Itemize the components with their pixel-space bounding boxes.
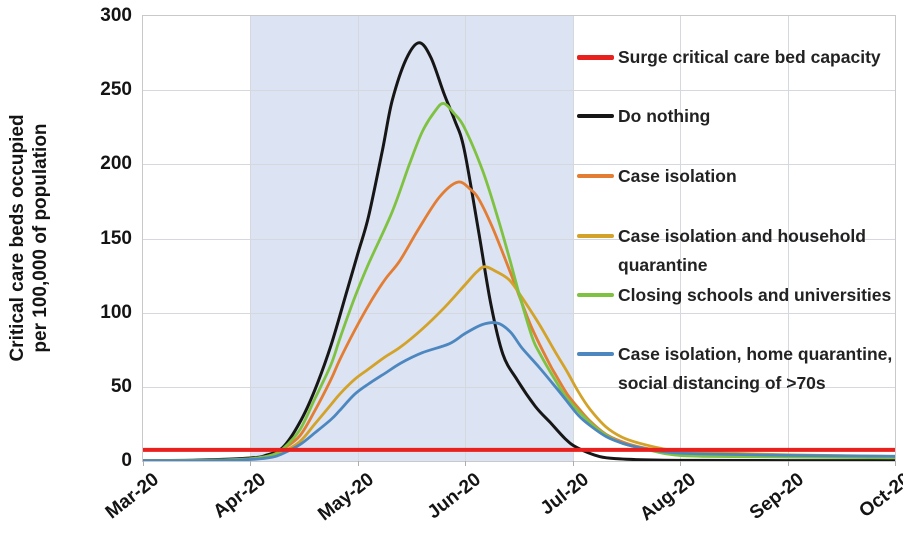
legend-line-swatch	[577, 174, 614, 178]
x-tick-label: Apr-20	[209, 469, 271, 523]
y-tick-label: 150	[100, 227, 132, 249]
x-tick-label: Jul-20	[536, 469, 593, 520]
series-do-nothing	[143, 41, 895, 461]
h-gridline	[143, 164, 895, 166]
legend-line-swatch	[577, 293, 614, 297]
legend-entry-closing-schools-and-universities: Closing schools and universities	[577, 281, 891, 310]
y-tick-label: 250	[100, 79, 132, 101]
y-axis-title: Critical care beds occupied per 100,000 …	[6, 114, 52, 361]
x-tick-mark	[787, 461, 789, 466]
h-gridline	[143, 90, 895, 92]
legend-label: Case isolation and household quarantine	[618, 226, 866, 275]
y-tick-label: 0	[121, 450, 132, 471]
y-axis-title-line1: Critical care beds occupied	[7, 114, 28, 362]
x-tick-label: Aug-20	[636, 469, 701, 526]
x-tick-label: Jun-20	[424, 469, 486, 524]
legend-entry-case-isolation-and-household-quarantine: Case isolation and household quarantine	[577, 222, 866, 280]
legend-line-swatch	[577, 352, 614, 356]
v-gridline	[572, 16, 574, 461]
v-gridline	[680, 16, 682, 461]
x-tick-mark	[143, 461, 144, 466]
x-tick-mark	[465, 461, 467, 466]
x-tick-mark	[895, 461, 896, 466]
legend-line-swatch	[577, 234, 614, 238]
x-tick-label: Mar-20	[101, 469, 163, 524]
series-curves	[143, 41, 895, 461]
legend-entry-surge-critical-care-bed-capacity: Surge critical care bed capacity	[577, 43, 881, 72]
legend-entry-do-nothing: Do nothing	[577, 102, 710, 131]
h-gridline	[143, 386, 895, 388]
series-case-isolation-and-household-quarantine	[143, 265, 895, 461]
legend-entry-case-isolation-home-quarantine-social-distancing-of-70s: Case isolation, home quarantine, social …	[577, 340, 892, 398]
x-tick-label: Sep-20	[745, 469, 808, 524]
y-tick-label: 200	[100, 153, 132, 175]
series-case-isolation-home-quarantine-social-distancing-of-70s	[143, 321, 895, 461]
v-gridline	[787, 16, 789, 461]
h-gridline	[143, 312, 895, 314]
plot-area	[142, 15, 896, 462]
x-tick-mark	[680, 461, 682, 466]
v-gridline	[357, 16, 359, 461]
v-gridline	[465, 16, 467, 461]
legend-label: Case isolation	[618, 166, 737, 186]
legend-entry-case-isolation: Case isolation	[577, 162, 737, 191]
x-tick-label: May-20	[314, 469, 378, 526]
legend-label: Closing schools and universities	[618, 285, 892, 305]
h-gridline	[143, 238, 895, 240]
x-tick-mark	[572, 461, 574, 466]
y-tick-label: 100	[100, 301, 132, 323]
y-tick-label: 50	[110, 375, 132, 397]
legend-label: Case isolation, home quarantine, social …	[618, 344, 893, 393]
legend-line-swatch	[577, 54, 614, 60]
y-tick-label: 300	[100, 5, 132, 26]
x-tick-label: Oct-20	[855, 469, 903, 522]
x-tick-mark	[250, 461, 252, 466]
x-tick-mark	[357, 461, 359, 466]
legend-line-swatch	[577, 114, 614, 118]
legend-label: Surge critical care bed capacity	[618, 47, 881, 67]
legend-label: Do nothing	[618, 106, 711, 126]
y-axis-title-line2: per 100,000 of population	[30, 123, 51, 353]
v-gridline	[250, 16, 252, 461]
